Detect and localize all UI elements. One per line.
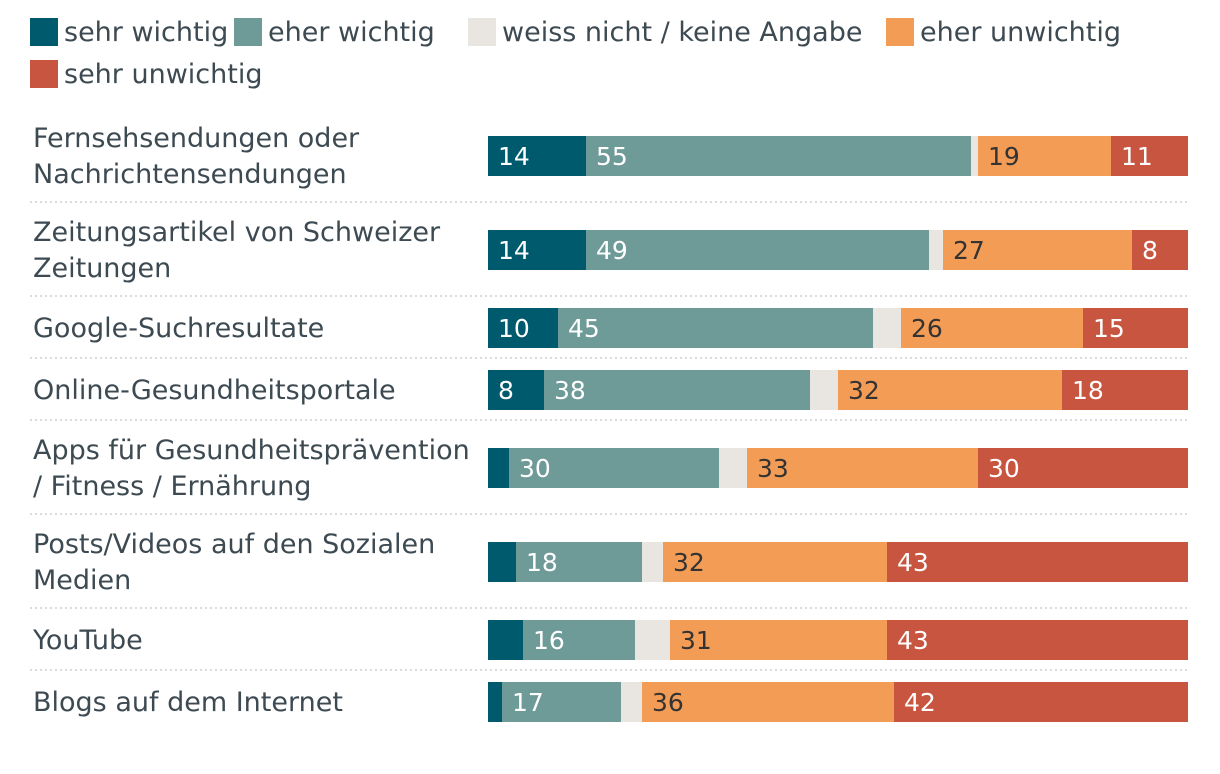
bar-segment <box>523 620 635 660</box>
data-label: 33 <box>757 454 789 483</box>
bar-segment <box>488 542 516 582</box>
data-label: 55 <box>596 142 628 171</box>
bar-segment <box>663 542 887 582</box>
bar-segment <box>621 682 642 722</box>
data-label: 49 <box>596 236 628 265</box>
category-label: Medien <box>33 565 131 596</box>
legend-label: sehr unwichtig <box>64 58 263 90</box>
legend-item-4: sehr unwichtig <box>30 56 262 92</box>
category-label: Posts/Videos auf den Sozialen <box>33 529 435 560</box>
bar-segment <box>488 448 509 488</box>
bar-segment <box>887 542 1188 582</box>
category-label: Blogs auf dem Internet <box>33 687 343 718</box>
bar-segment <box>894 682 1188 722</box>
bar-segment <box>488 370 544 410</box>
data-label: 27 <box>953 236 985 265</box>
legend-item-0: sehr wichtig <box>30 14 228 50</box>
legend-label: sehr wichtig <box>64 16 229 48</box>
data-label: 43 <box>897 626 929 655</box>
bar-segment <box>1132 230 1188 270</box>
data-label: 42 <box>904 688 936 717</box>
data-label: 36 <box>652 688 684 717</box>
legend-swatch <box>886 18 914 46</box>
category-label: Fernsehsendungen oder <box>33 123 360 154</box>
category-label: YouTube <box>32 625 143 656</box>
data-label: 18 <box>526 548 558 577</box>
bar-segment <box>1062 370 1188 410</box>
data-label: 45 <box>568 314 600 343</box>
bar-segment <box>558 308 873 348</box>
bar-segment <box>978 136 1111 176</box>
bar-segment <box>488 136 586 176</box>
bar-segment <box>670 620 887 660</box>
bar-segment <box>971 136 978 176</box>
data-label: 16 <box>533 626 565 655</box>
data-label: 26 <box>911 314 943 343</box>
bar-segment <box>488 308 558 348</box>
bar-segment <box>887 620 1188 660</box>
category-label: Nachrichtensendungen <box>33 159 347 190</box>
data-label: 32 <box>848 376 880 405</box>
bar-segment <box>943 230 1132 270</box>
bar-segment <box>929 230 943 270</box>
data-label: 8 <box>1142 236 1158 265</box>
legend-label: eher wichtig <box>268 16 435 48</box>
bar-segment <box>488 620 523 660</box>
bar-segment <box>642 542 663 582</box>
legend-item-3: eher unwichtig <box>886 14 1121 50</box>
bar-segment <box>873 308 901 348</box>
category-label: Google-Suchresultate <box>33 313 324 344</box>
data-label: 14 <box>498 236 530 265</box>
data-label: 18 <box>1072 376 1104 405</box>
category-label: Zeitungen <box>33 253 171 284</box>
legend-swatch <box>468 18 496 46</box>
data-label: 19 <box>988 142 1020 171</box>
data-label: 17 <box>512 688 544 717</box>
bar-segment <box>488 682 502 722</box>
bar-segment <box>502 682 621 722</box>
data-label: 15 <box>1093 314 1125 343</box>
data-label: 10 <box>498 314 530 343</box>
category-label: Zeitungsartikel von Schweizer <box>33 217 441 248</box>
bar-segment <box>635 620 670 660</box>
data-label: 14 <box>498 142 530 171</box>
bar-segment <box>901 308 1083 348</box>
data-label: 43 <box>897 548 929 577</box>
legend-swatch <box>234 18 262 46</box>
bar-segment <box>586 136 971 176</box>
bar-segment <box>978 448 1188 488</box>
bar-segment <box>719 448 747 488</box>
data-label: 38 <box>554 376 586 405</box>
bar-segment <box>838 370 1062 410</box>
legend-label: eher unwichtig <box>920 16 1122 48</box>
bar-segment <box>516 542 642 582</box>
bar-segment <box>1083 308 1188 348</box>
bar-segment <box>810 370 838 410</box>
category-label: / Fitness / Ernährung <box>33 471 311 502</box>
data-label: 30 <box>519 454 551 483</box>
data-label: 31 <box>680 626 712 655</box>
data-label: 8 <box>498 376 514 405</box>
data-label: 32 <box>673 548 705 577</box>
category-label: Online-Gesundheitsportale <box>33 375 396 406</box>
category-label: Apps für Gesundheitsprävention <box>33 435 470 466</box>
bar-segment <box>1111 136 1188 176</box>
bar-segment <box>488 230 586 270</box>
legend-swatch <box>30 18 58 46</box>
bar-segment <box>642 682 894 722</box>
bar-segment <box>747 448 978 488</box>
legend-label: weiss nicht / keine Angabe <box>502 16 863 48</box>
bar-segment <box>586 230 929 270</box>
data-label: 11 <box>1121 142 1153 171</box>
data-label: 30 <box>988 454 1020 483</box>
legend-item-1: eher wichtig <box>234 14 435 50</box>
bar-segment <box>509 448 719 488</box>
legend-swatch <box>30 60 58 88</box>
legend-item-2: weiss nicht / keine Angabe <box>468 14 862 50</box>
bar-segment <box>544 370 810 410</box>
